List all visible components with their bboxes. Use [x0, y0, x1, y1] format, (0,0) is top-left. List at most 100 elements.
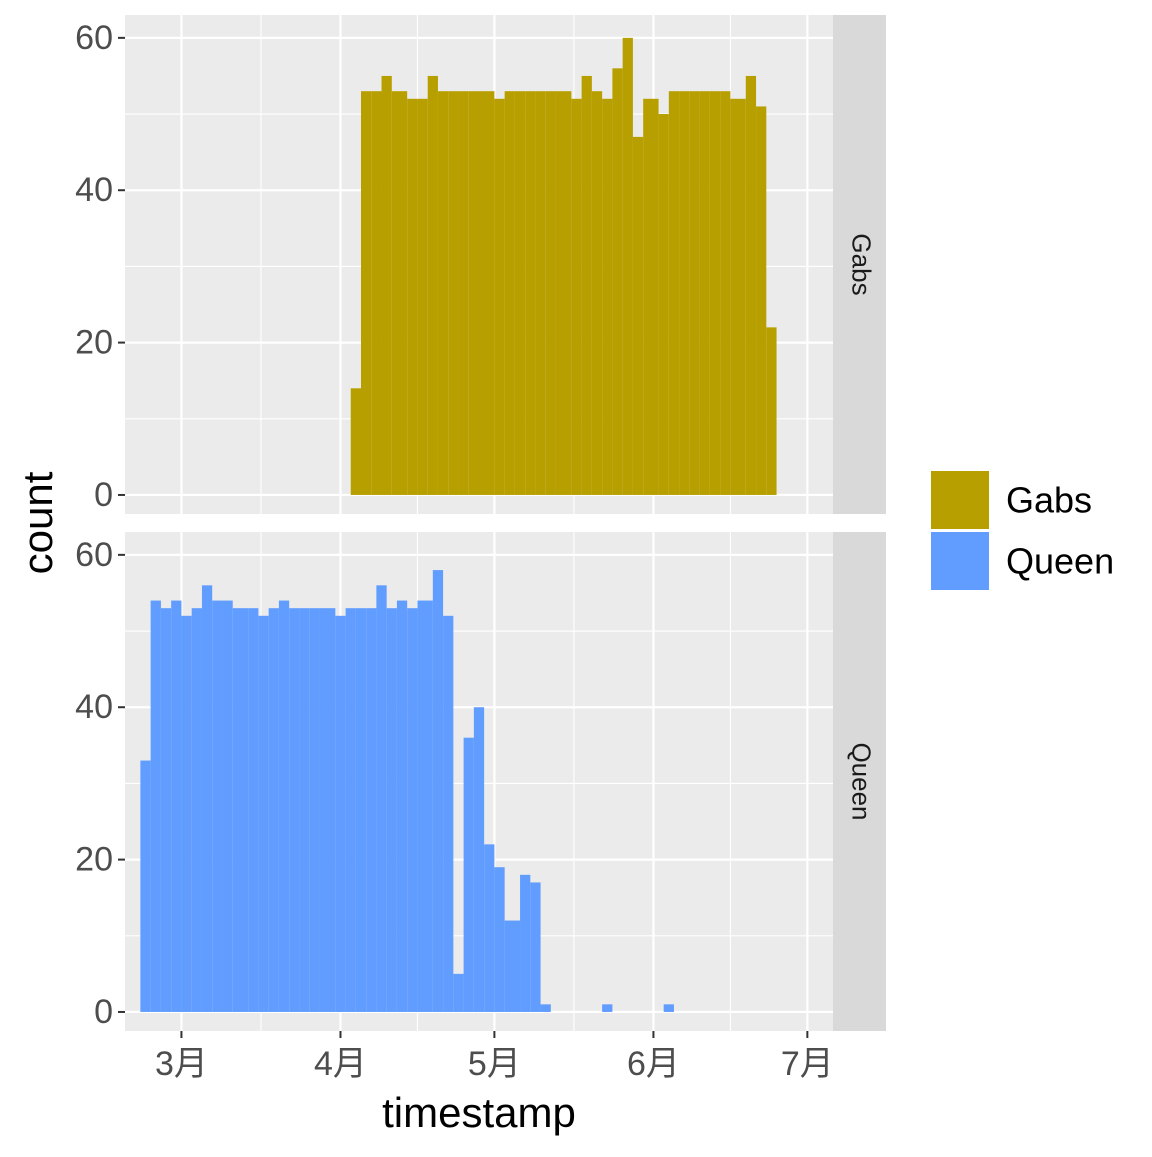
y-axis-title: count	[14, 471, 61, 574]
bar-gabs-37	[756, 106, 767, 495]
bar-queen-14	[289, 608, 300, 1012]
bar-queen-20	[355, 608, 367, 1012]
bar-gabs-0	[350, 388, 361, 495]
bar-gabs-7	[427, 75, 438, 495]
bar-queen-2	[160, 608, 172, 1012]
bar-gabs-16	[525, 91, 536, 495]
bar-gabs-31	[689, 91, 700, 495]
bar-gabs-2	[371, 91, 382, 495]
bar-gabs-21	[581, 75, 592, 495]
bar-gabs-23	[602, 98, 613, 495]
legend-label-queen: Queen	[1006, 541, 1114, 582]
bar-gabs-11	[468, 91, 479, 495]
bar-queen-19	[345, 608, 356, 1012]
bar-gabs-33	[709, 91, 721, 495]
bar-gabs-35	[730, 98, 746, 495]
bar-gabs-26	[632, 136, 644, 495]
x-tick-label-3: 6月	[627, 1045, 680, 1083]
bar-queen-33	[494, 867, 505, 1012]
bar-queen-38	[602, 1004, 613, 1012]
bar-gabs-22	[591, 91, 603, 495]
bar-gabs-20	[571, 98, 582, 495]
legend-key-queen	[931, 532, 989, 590]
strip-label-queen: Queen	[847, 742, 877, 820]
strip-queen	[833, 532, 886, 1031]
bar-gabs-38	[766, 327, 777, 495]
bar-queen-13	[278, 600, 290, 1012]
bar-gabs-27	[643, 98, 659, 495]
bar-queen-28	[443, 615, 454, 1012]
bar-gabs-17	[535, 91, 546, 495]
legend-key-gabs	[931, 471, 989, 529]
bar-gabs-14	[504, 91, 515, 495]
x-tick-label-1: 4月	[314, 1045, 367, 1083]
bar-gabs-12	[479, 91, 495, 495]
bar-gabs-8	[437, 91, 449, 495]
bar-queen-4	[181, 615, 192, 1012]
bar-queen-11	[258, 615, 269, 1012]
bar-gabs-13	[494, 98, 505, 495]
bar-gabs-19	[555, 91, 572, 495]
bar-queen-27	[432, 570, 444, 1012]
bar-queen-1	[150, 600, 161, 1012]
bar-gabs-3	[381, 75, 392, 495]
bar-gabs-4	[391, 91, 408, 495]
bar-queen-34	[504, 920, 521, 1012]
bar-gabs-24	[612, 68, 623, 495]
bar-queen-17	[319, 608, 336, 1012]
bar-gabs-25	[622, 37, 633, 495]
bar-queen-25	[407, 608, 418, 1012]
bar-gabs-34	[720, 91, 731, 495]
y-tick-label-queen-0: 0	[94, 993, 113, 1031]
bar-queen-6	[201, 585, 213, 1012]
bar-queen-12	[268, 608, 279, 1012]
bar-queen-16	[309, 608, 320, 1012]
bar-queen-3	[171, 600, 182, 1012]
bar-queen-5	[191, 608, 202, 1012]
bar-gabs-15	[514, 91, 526, 495]
bar-queen-15	[299, 608, 310, 1012]
x-tick-label-0: 3月	[155, 1045, 208, 1083]
bar-gabs-28	[658, 114, 669, 495]
bar-queen-24	[396, 600, 408, 1012]
bar-gabs-5	[407, 98, 418, 495]
bar-queen-21	[366, 608, 377, 1012]
y-tick-label-queen-60: 60	[75, 536, 113, 574]
x-axis-title: timestamp	[382, 1089, 576, 1136]
bar-queen-30	[463, 737, 474, 1012]
bar-queen-22	[376, 585, 387, 1012]
bar-queen-18	[335, 615, 346, 1012]
bar-queen-7	[212, 600, 223, 1012]
bar-queen-31	[473, 707, 485, 1012]
bar-queen-26	[417, 600, 433, 1012]
x-tick-label-2: 5月	[468, 1045, 521, 1083]
strip-label-gabs: Gabs	[847, 233, 877, 295]
bar-queen-37	[540, 1004, 551, 1012]
bar-queen-9	[232, 608, 249, 1012]
bar-queen-29	[453, 973, 464, 1012]
x-tick-label-4: 7月	[781, 1045, 834, 1083]
y-tick-label-queen-40: 40	[75, 688, 113, 726]
y-tick-label-gabs-40: 40	[75, 171, 113, 209]
y-tick-label-gabs-20: 20	[75, 324, 113, 362]
bar-gabs-18	[545, 91, 556, 495]
bar-gabs-36	[745, 75, 757, 495]
bar-gabs-9	[448, 91, 459, 495]
strip-gabs	[833, 15, 886, 514]
bar-queen-35	[520, 874, 531, 1012]
bar-gabs-29	[668, 91, 680, 495]
bar-gabs-30	[679, 91, 690, 495]
y-tick-label-gabs-60: 60	[75, 19, 113, 57]
bar-queen-8	[222, 600, 233, 1012]
bar-queen-36	[530, 882, 541, 1012]
legend-label-gabs: Gabs	[1006, 480, 1092, 521]
bar-queen-10	[248, 608, 259, 1012]
bar-queen-32	[484, 844, 495, 1012]
bar-queen-0	[140, 760, 151, 1012]
bar-gabs-32	[699, 91, 710, 495]
bar-gabs-6	[417, 98, 428, 495]
bar-queen-23	[386, 608, 397, 1012]
y-tick-label-gabs-0: 0	[94, 476, 113, 514]
